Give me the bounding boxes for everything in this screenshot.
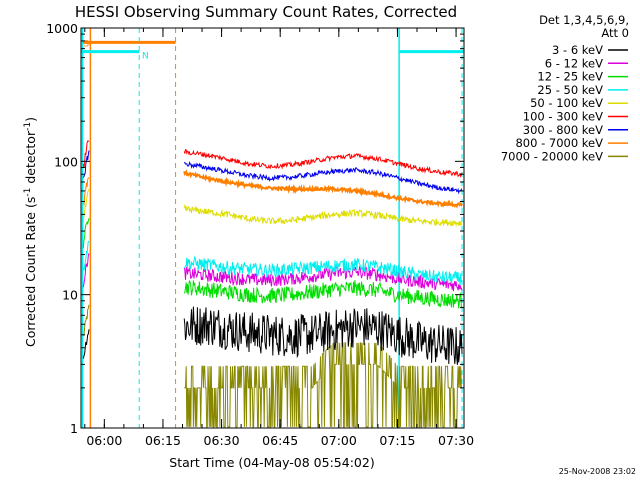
series-300-800keV (82, 150, 463, 195)
series-line (183, 306, 463, 365)
legend-header-line1: Det 1,3,4,5,6,9, (539, 13, 629, 27)
legend-label: 3 - 6 keV (552, 43, 603, 57)
series-line (184, 255, 463, 286)
series-early-line (82, 241, 89, 271)
series-line (183, 160, 463, 195)
x-tick-label: 06:45 (262, 433, 298, 448)
series-3-6keV (82, 306, 463, 365)
x-tick-label: 07:00 (321, 433, 357, 448)
series-early-line (82, 218, 90, 249)
legend-label: 6 - 12 keV (545, 56, 603, 70)
legend-label: 800 - 7000 keV (515, 136, 603, 150)
series-800-7000keV (82, 169, 463, 209)
y-axis: 1 10 100 1000 (46, 21, 464, 436)
series-early-line (82, 150, 90, 178)
series-line (183, 169, 463, 209)
legend-label: 12 - 25 keV (537, 70, 603, 84)
saa-flag-marker: S (83, 39, 89, 49)
series-25-50keV (82, 241, 463, 286)
timestamp: 25-Nov-2008 23:02 (559, 467, 636, 476)
legend-label: 50 - 100 keV (530, 96, 603, 110)
plot-frame (80, 27, 465, 429)
legend-header-line2: Att 0 (601, 26, 629, 40)
series-early-line (82, 188, 90, 224)
series-early-line (82, 253, 90, 288)
y-tick-label: 1 (70, 421, 78, 436)
x-tick-label: 06:15 (145, 433, 181, 448)
series-line (183, 203, 463, 227)
plot-area: SN (81, 28, 464, 428)
y-tick-label: 10 (62, 288, 78, 303)
x-axis: 06:00 06:15 06:30 06:45 07:00 07:15 07:30 (84, 28, 474, 448)
series-early-line (82, 140, 90, 168)
legend-label: 7000 - 20000 keV (501, 149, 603, 163)
y-tick-label: 100 (54, 154, 78, 169)
series-7000-20000keV (82, 304, 462, 428)
series-early-line (82, 304, 90, 337)
legend-label: 25 - 50 keV (537, 83, 603, 97)
legend-label: 100 - 300 keV (523, 110, 603, 124)
x-tick-label: 07:30 (438, 433, 474, 448)
series-50-100keV (82, 188, 463, 227)
series-early-line (82, 329, 90, 359)
y-axis-label: Corrected Count Rate (s-1 detector-1) (23, 117, 38, 347)
series-12-25keV (82, 218, 463, 309)
x-tick-label: 06:00 (86, 433, 122, 448)
chart-title: HESSI Observing Summary Count Rates, Cor… (75, 3, 457, 21)
legend-label: 300 - 800 keV (523, 123, 603, 137)
night-flag-marker: N (142, 52, 149, 62)
x-axis-label: Start Time (04-May-08 05:54:02) (169, 455, 374, 470)
series-line (184, 341, 462, 428)
series-line (183, 148, 463, 178)
series-100-300keV (82, 140, 463, 178)
series-line (183, 280, 463, 309)
x-tick-label: 06:30 (204, 433, 240, 448)
series-early-line (82, 177, 90, 206)
y-tick-label: 1000 (46, 21, 78, 36)
x-tick-label: 07:15 (379, 433, 415, 448)
